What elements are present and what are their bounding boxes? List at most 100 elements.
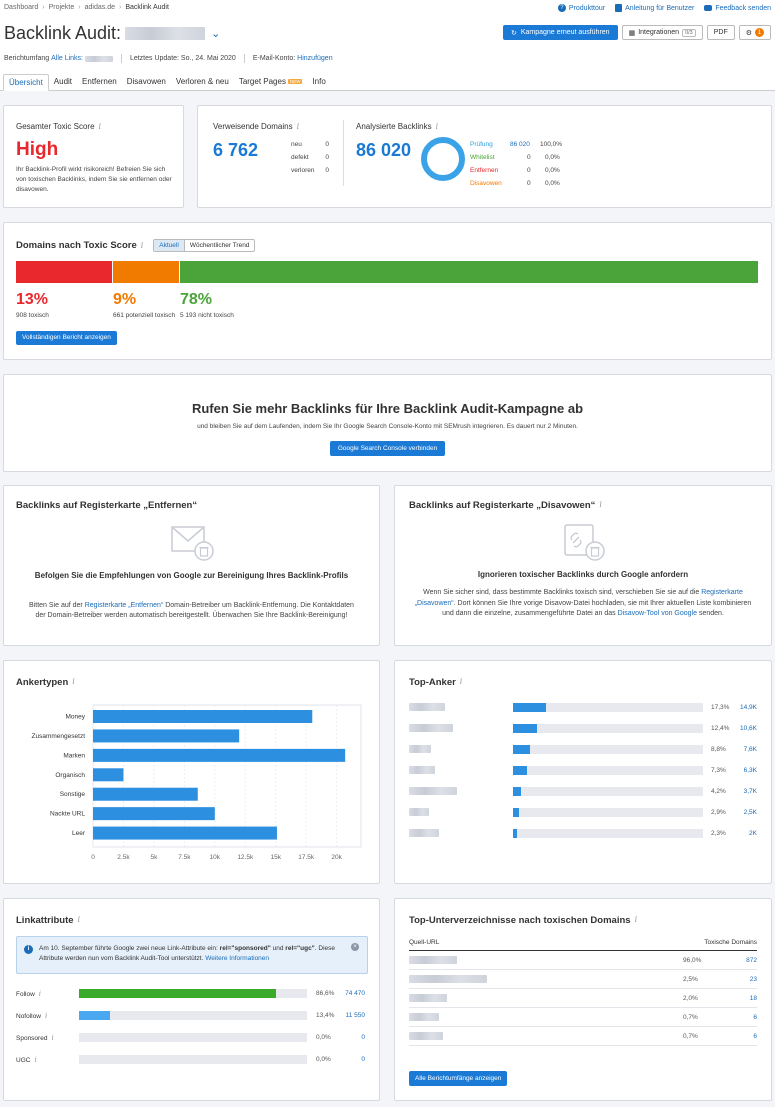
top-anchor-pct: 7,3%: [711, 767, 726, 774]
toxic-segment-label: 9% 661 potenziell toxisch: [113, 291, 175, 319]
top-anchor-count[interactable]: 14,9K: [740, 704, 757, 711]
tab-target-pages[interactable]: Target Pages NEW: [234, 74, 308, 91]
top-anchor-count[interactable]: 7,6K: [743, 746, 757, 753]
settings-button[interactable]: ⚙ 1: [738, 25, 771, 40]
google-disavow-tool-link[interactable]: Disavow-Tool von Google: [617, 610, 697, 617]
tab-remove[interactable]: Entfernen: [82, 77, 117, 86]
user-guide-link[interactable]: Anleitung für Benutzer: [615, 4, 694, 12]
add-email-link[interactable]: Hinzufügen: [297, 55, 333, 62]
info-icon[interactable]: i: [38, 990, 42, 998]
top-anchor-count[interactable]: 2,5K: [743, 809, 757, 816]
subdir-count[interactable]: 872: [746, 957, 757, 964]
toxic-segment[interactable]: [16, 261, 113, 283]
info-icon[interactable]: i: [34, 1056, 37, 1064]
chart-x-tick: 15k: [270, 854, 281, 861]
chevron-down-icon[interactable]: ⌄: [211, 28, 221, 40]
link-attribute-count[interactable]: 74 470: [345, 990, 365, 997]
subdir-count[interactable]: 18: [749, 995, 757, 1002]
chart-bar[interactable]: [93, 807, 215, 821]
subdir-count[interactable]: 6: [753, 1033, 757, 1040]
subdir-pct: 0,7%: [683, 1033, 698, 1040]
top-anchor-count[interactable]: 3,7K: [743, 788, 757, 795]
chevron-right-icon: ›: [118, 4, 122, 11]
all-scopes-button[interactable]: Alle Berichtumfänge anzeigen: [409, 1071, 508, 1086]
top-anchor-bar-fill: [513, 787, 521, 796]
info-icon[interactable]: i: [77, 915, 81, 924]
breadcrumb-dashboard[interactable]: Dashboard: [4, 4, 39, 11]
chart-bar[interactable]: [93, 787, 198, 801]
redacted-anchor-text: [409, 745, 431, 753]
subdir-count[interactable]: 23: [749, 976, 757, 983]
chart-x-tick: 12.5k: [237, 854, 254, 861]
scope-link[interactable]: Alle Links:: [51, 55, 83, 62]
breadcrumb-projects[interactable]: Projekte: [48, 4, 75, 11]
tab-disavow[interactable]: Disavowen: [126, 77, 166, 86]
top-anchor-count[interactable]: 6,3K: [743, 767, 757, 774]
rerun-campaign-button[interactable]: ↻ Kampagne erneut ausführen: [502, 25, 618, 40]
toxic-segment[interactable]: [112, 261, 180, 283]
tab-overview[interactable]: Übersicht: [3, 74, 49, 91]
chart-bar[interactable]: [93, 748, 346, 762]
backlinks-row-label: Entfernen: [470, 167, 499, 174]
breadcrumb-project[interactable]: adidas.de: [84, 4, 115, 11]
backlinks-donut: [421, 137, 465, 181]
backlinks-row-remove: Entfernen 0 0,0%: [470, 167, 560, 174]
tab-lost-new[interactable]: Verloren & neu: [175, 77, 229, 86]
remove-illustration: [4, 523, 379, 565]
remove-tab-link[interactable]: Registerkarte „Entfernen“: [84, 602, 164, 609]
info-icon[interactable]: i: [435, 122, 439, 131]
connect-gsc-button[interactable]: Google Search Console verbinden: [329, 441, 446, 456]
toggle-weekly-trend[interactable]: Wöchentlicher Trend: [189, 242, 250, 249]
link-attribute-count[interactable]: 0: [361, 1034, 365, 1041]
chart-bar[interactable]: [93, 710, 313, 723]
tab-audit[interactable]: Audit: [53, 77, 73, 86]
integrations-button[interactable]: ▦ Integrationen 0/3: [621, 25, 703, 40]
remove-text: Bitten Sie auf der Registerkarte „Entfer…: [29, 602, 354, 619]
toggle-current[interactable]: Aktuell: [154, 240, 185, 251]
link-attribute-count[interactable]: 11 550: [345, 1012, 365, 1019]
toxic-segment-label: 13% 908 toxisch: [16, 291, 49, 319]
disavow-tab-link[interactable]: Registerkarte „Disavowen“: [414, 589, 743, 607]
integrations-label: Integrationen: [638, 29, 680, 36]
feedback-link[interactable]: Feedback senden: [704, 4, 771, 12]
chart-bar[interactable]: [93, 768, 124, 782]
breadcrumb: Dashboard › Projekte › adidas.de › Backlink Au…: [4, 4, 169, 11]
tab-info[interactable]: Info: [312, 77, 326, 86]
info-icon[interactable]: i: [98, 122, 102, 131]
book-icon: [615, 4, 623, 12]
info-icon[interactable]: i: [44, 1012, 48, 1020]
pdf-button[interactable]: PDF: [706, 25, 735, 40]
top-anchor-bar-fill: [513, 808, 519, 817]
subdir-count[interactable]: 6: [753, 1014, 757, 1021]
referring-domains-value[interactable]: 6 762: [213, 140, 259, 160]
info-icon[interactable]: i: [140, 241, 144, 250]
info-icon[interactable]: i: [51, 1034, 54, 1042]
chart-bar[interactable]: [93, 826, 277, 840]
link-attribute-name: Nofollow: [16, 1013, 41, 1020]
full-report-button[interactable]: Vollständigen Bericht anzeigen: [16, 331, 117, 345]
disavow-title: Backlinks auf Registerkarte „Disavowen“: [409, 500, 596, 511]
info-icon[interactable]: i: [459, 677, 463, 686]
domains-backlinks-card: Verweisende Domains i 6 762 neu 0 defekt 0 …: [197, 105, 772, 208]
info-icon[interactable]: i: [634, 915, 638, 924]
top-anchor-count[interactable]: 2K: [749, 830, 757, 837]
toxic-score-value: High: [16, 139, 59, 160]
toxic-segment-pct: 78%: [180, 291, 213, 308]
chart-bar[interactable]: [93, 729, 240, 743]
backlinks-row-label: Prüfung: [470, 141, 493, 148]
tab-divider: [0, 90, 775, 91]
info-icon[interactable]: i: [599, 500, 602, 509]
info-icon[interactable]: i: [296, 122, 300, 131]
table-row-divider: [409, 1045, 757, 1046]
info-icon[interactable]: i: [72, 677, 75, 686]
link-attribute-bar: [79, 1055, 307, 1064]
product-tour-link[interactable]: ? Produkttour: [557, 4, 605, 12]
toxic-segment[interactable]: [179, 261, 759, 283]
toxic-segment-desc: 661 potenziell toxisch: [113, 312, 176, 319]
close-icon[interactable]: ×: [351, 943, 359, 951]
link-attribute-count[interactable]: 0: [361, 1056, 365, 1063]
top-anchor-pct: 17,3%: [711, 704, 730, 711]
more-info-link[interactable]: Weitere Informationen: [205, 955, 270, 962]
top-anchor-count[interactable]: 10,6K: [740, 725, 757, 732]
analyzed-backlinks-value[interactable]: 86 020: [356, 140, 412, 160]
